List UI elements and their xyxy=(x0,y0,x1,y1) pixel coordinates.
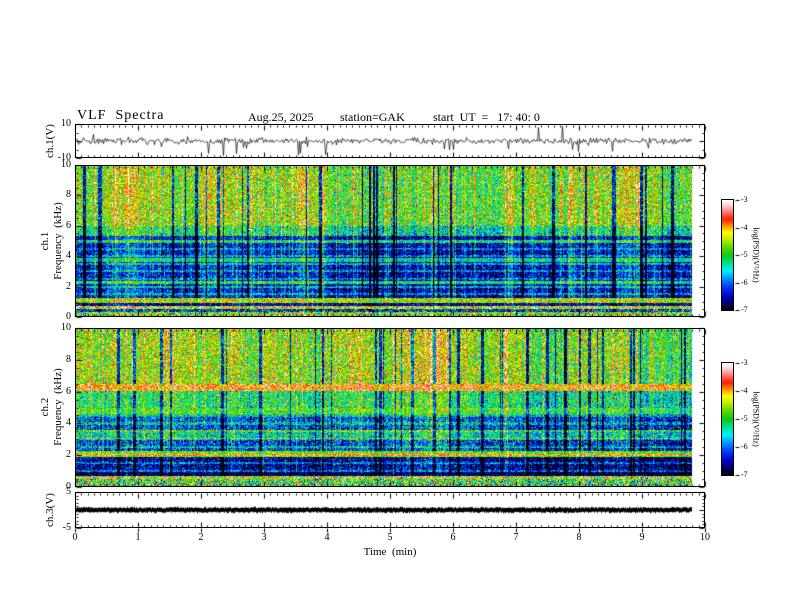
spec1-freq-tick-label: 10 xyxy=(61,159,71,170)
spec1-freq-tick-label: 0 xyxy=(66,311,71,322)
colorbar1-tick-label: -5 xyxy=(741,250,748,259)
colorbar1-tick-label: -4 xyxy=(741,222,748,232)
spec2-freq-tick-label: 0 xyxy=(66,481,71,492)
x-tick-label: 2 xyxy=(198,532,204,543)
x-tick-label: 1 xyxy=(135,532,141,543)
colorbar1-tick-label: -7 xyxy=(741,305,748,314)
spec1-freq-tick-label: 4 xyxy=(66,250,71,262)
colorbar2-tick-label: -7 xyxy=(741,470,748,479)
colorbar2-tick-label: -6 xyxy=(741,442,748,451)
x-tick-label: 9 xyxy=(639,532,645,543)
ch3-tick-label: 5 xyxy=(66,486,71,497)
colorbar2-tick-label: -3 xyxy=(741,358,748,367)
ch1-wave-tick-label: -10 xyxy=(57,152,71,163)
colorbar1-tick-label: -3 xyxy=(741,195,748,204)
colorbar1-tick-label: -6 xyxy=(741,277,748,287)
ch1-wave-tick-label: 10 xyxy=(61,118,71,129)
spec1-freq-tick-label: 8 xyxy=(66,189,71,201)
x-tick-label: 7 xyxy=(513,532,519,543)
x-tick-label: 0 xyxy=(72,532,78,543)
x-tick-label: 8 xyxy=(576,532,582,543)
spec1-freq-tick-label: 2 xyxy=(66,280,71,292)
x-tick-label: 10 xyxy=(700,532,710,543)
spec1-freq-tick-label: 6 xyxy=(66,219,71,231)
colorbar2-tick-label: -5 xyxy=(741,414,748,423)
spec2-freq-tick-label: 4 xyxy=(66,417,71,429)
x-tick-label: 5 xyxy=(387,532,393,543)
x-tick-label: 6 xyxy=(450,532,456,543)
spec2-freq-tick-label: 6 xyxy=(66,385,71,397)
spec2-freq-tick-label: 10 xyxy=(61,322,71,333)
ch3-tick-label: -5 xyxy=(62,522,71,533)
x-tick-label: 3 xyxy=(261,532,267,543)
spec2-freq-tick-label: 2 xyxy=(66,449,71,461)
spec2-freq-tick-label: 8 xyxy=(66,353,71,365)
colorbar2-tick-label: -4 xyxy=(741,386,748,395)
x-tick-label: 4 xyxy=(324,532,330,543)
